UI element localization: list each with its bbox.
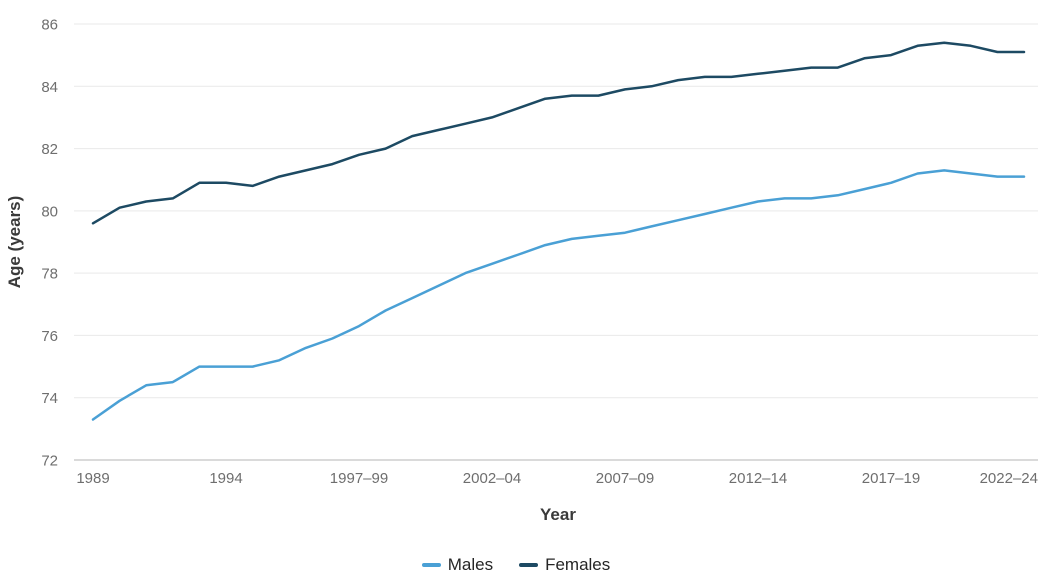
legend-label-females: Females [545,555,611,574]
x-tick-label: 2002–04 [463,470,521,487]
females-line-swatch [519,563,539,567]
y-axis-title: Age (years) [5,196,24,289]
y-axis-tick-labels: 72 74 76 78 80 82 84 86 [41,17,58,470]
legend-label-males: Males [447,555,494,574]
y-tick-label: 80 [41,203,58,220]
y-tick-label: 78 [41,266,58,283]
males-line [91,169,1026,421]
line-chart: 72 74 76 78 80 82 84 86 1989 1994 1997–99 2002–04 2… [5,17,1038,524]
y-tick-label: 74 [41,390,58,407]
x-tick-label: 2017–19 [862,470,920,487]
y-tick-label: 84 [41,79,58,96]
x-tick-label: 1994 [209,470,242,487]
males-line-swatch [421,563,441,567]
y-tick-label: 86 [41,17,58,34]
x-axis-title: Year [540,505,576,524]
legend-item-males[interactable]: Males [421,555,494,575]
x-tick-label: 2022–24 [980,470,1038,487]
x-tick-label: 2012–14 [729,470,787,487]
legend-item-females[interactable]: Females [519,555,610,575]
x-tick-label: 1997–99 [330,470,388,487]
y-tick-label: 82 [41,141,58,158]
series-layer [91,41,1026,421]
y-tick-label: 76 [41,328,58,345]
gridline-layer [74,23,1038,461]
x-tick-label: 1989 [76,470,109,487]
y-tick-label: 72 [41,453,58,470]
chart-legend: Males Females [0,552,1032,578]
females-line [91,41,1026,225]
x-axis-tick-labels: 1989 1994 1997–99 2002–04 2007–09 2012–14 2017… [76,470,1038,487]
x-tick-label: 2007–09 [596,470,654,487]
